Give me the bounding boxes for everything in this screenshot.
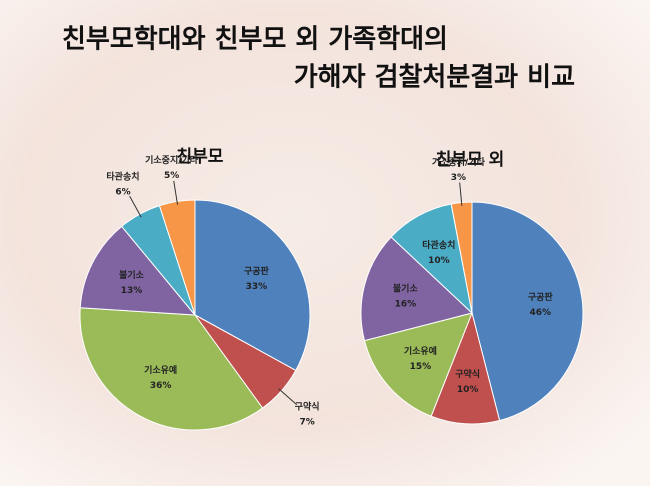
pie-slice	[363, 312, 473, 417]
slice-label: 기소중지/기타	[432, 156, 486, 168]
slice-value: 33%	[246, 282, 268, 292]
pie-title: 친부모	[177, 147, 224, 167]
slice-value: 5%	[164, 171, 179, 181]
pie-slice	[360, 236, 474, 342]
slice-value: 36%	[150, 381, 172, 391]
slice-value: 10%	[457, 385, 479, 395]
pie-slice	[79, 307, 264, 431]
slice-value: 16%	[395, 299, 417, 309]
leader-line	[129, 195, 142, 218]
title-line: 가해자 검찰처분결과 비교	[294, 63, 575, 93]
pie-slice	[194, 199, 311, 372]
slice-value: 3%	[451, 173, 466, 183]
slice-value: 7%	[300, 417, 315, 427]
slice-value: 10%	[428, 256, 450, 266]
title-line: 친부모학대와 친부모 외 가족학대의	[62, 25, 448, 55]
leader-line	[278, 388, 298, 406]
slice-value: 6%	[115, 187, 130, 197]
slice-label: 기소유예	[144, 364, 177, 376]
pie-title: 친부모 외	[436, 150, 504, 170]
leader-line	[173, 180, 179, 205]
slice-label: 구공판	[244, 265, 270, 277]
leader-line	[459, 182, 463, 206]
slice-label: 불기소	[119, 269, 145, 281]
slice-label: 불기소	[393, 282, 419, 294]
slice-label: 타관송치	[106, 170, 139, 182]
slice-label: 구공판	[528, 291, 554, 303]
slice-label: 타관송치	[422, 239, 455, 251]
pie-slice	[471, 201, 584, 422]
slice-value: 15%	[410, 362, 432, 372]
slice-label: 기소중지/기타	[145, 154, 199, 166]
slice-label: 기소유예	[404, 345, 437, 357]
slice-value: 46%	[530, 308, 552, 318]
pie-slice	[79, 225, 197, 316]
slice-label: 구약식	[455, 368, 480, 380]
slice-label: 구약식	[295, 400, 320, 412]
slice-value: 13%	[121, 286, 143, 296]
